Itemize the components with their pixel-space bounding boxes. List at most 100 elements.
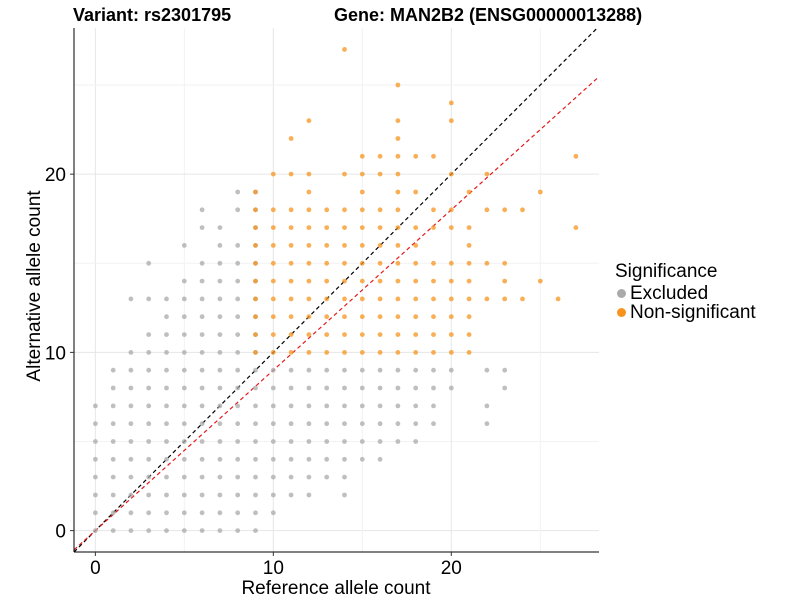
data-point	[270, 296, 276, 302]
data-point	[377, 367, 383, 373]
data-point	[306, 296, 312, 302]
data-point	[235, 456, 241, 462]
data-point	[466, 243, 472, 248]
tick-labels: 0 10 20 0 10 20	[45, 165, 462, 579]
data-point	[110, 439, 116, 444]
data-point	[342, 171, 347, 177]
data-point	[199, 278, 205, 284]
data-point	[395, 260, 401, 266]
data-point	[537, 278, 543, 284]
data-point	[377, 243, 383, 248]
data-point	[413, 403, 419, 409]
data-point	[466, 260, 472, 266]
data-point	[146, 367, 152, 373]
data-point	[199, 456, 205, 462]
data-point	[395, 136, 401, 141]
data-point	[199, 403, 205, 409]
data-point	[181, 439, 187, 444]
data-point	[395, 207, 401, 213]
data-point	[146, 403, 152, 409]
data-point	[431, 278, 436, 284]
data-point	[164, 332, 169, 337]
legend-dot-icon	[617, 308, 626, 317]
data-point	[235, 332, 241, 337]
data-point	[146, 385, 152, 391]
data-point	[164, 528, 169, 533]
data-point	[324, 350, 330, 355]
data-point	[181, 421, 187, 427]
data-point	[270, 260, 276, 266]
x-tick-label: 10	[263, 558, 284, 579]
data-point	[502, 207, 508, 213]
data-point	[164, 421, 169, 427]
data-point	[306, 403, 312, 409]
data-point	[342, 278, 347, 284]
data-point	[270, 474, 276, 480]
data-point	[110, 456, 116, 462]
data-point	[342, 225, 347, 231]
series-non-significant	[253, 47, 579, 355]
data-point	[431, 314, 436, 320]
data-point	[395, 189, 401, 195]
data-point	[342, 332, 347, 337]
data-point	[324, 314, 330, 320]
data-point	[110, 367, 116, 373]
data-point	[181, 350, 187, 355]
data-point	[199, 296, 205, 302]
data-point	[395, 118, 401, 124]
data-point	[253, 314, 258, 320]
data-point	[270, 225, 276, 231]
data-point	[448, 118, 454, 124]
data-point	[199, 474, 205, 480]
variant-title: Variant: rs2301795	[73, 5, 232, 25]
data-point	[253, 474, 258, 480]
data-point	[164, 314, 169, 320]
data-point	[128, 456, 134, 462]
data-point	[181, 314, 187, 320]
data-point	[146, 260, 152, 266]
data-point	[288, 492, 294, 498]
data-point	[235, 243, 241, 248]
data-point	[235, 350, 241, 355]
data-point	[288, 314, 294, 320]
data-point	[377, 260, 383, 266]
data-point	[146, 492, 152, 498]
data-point	[288, 278, 294, 284]
data-point	[306, 260, 312, 266]
data-point	[181, 385, 187, 391]
data-point	[484, 421, 490, 427]
data-point	[431, 207, 436, 213]
data-point	[395, 332, 401, 337]
data-point	[359, 421, 365, 427]
data-point	[448, 100, 454, 106]
data-point	[128, 385, 134, 391]
data-point	[502, 278, 508, 284]
data-point	[431, 385, 436, 391]
data-point	[181, 332, 187, 337]
data-point	[288, 243, 294, 248]
data-point	[253, 403, 258, 409]
data-point	[253, 385, 258, 391]
data-point	[342, 456, 347, 462]
data-point	[93, 403, 98, 409]
data-point	[342, 492, 347, 498]
data-point	[484, 296, 490, 302]
data-point	[342, 385, 347, 391]
data-point	[306, 332, 312, 337]
reference-line-red	[74, 76, 599, 551]
data-point	[466, 189, 472, 195]
data-point	[413, 260, 419, 266]
data-point	[306, 225, 312, 231]
data-point	[270, 456, 276, 462]
legend-dot-icon	[617, 289, 626, 298]
data-point	[270, 367, 276, 373]
data-point	[377, 350, 383, 355]
data-point	[342, 207, 347, 213]
data-point	[484, 171, 490, 177]
data-point	[164, 439, 169, 444]
data-point	[128, 510, 134, 516]
data-point	[466, 296, 472, 302]
data-point	[181, 528, 187, 533]
y-tick-label: 10	[45, 343, 66, 364]
data-point	[270, 207, 276, 213]
